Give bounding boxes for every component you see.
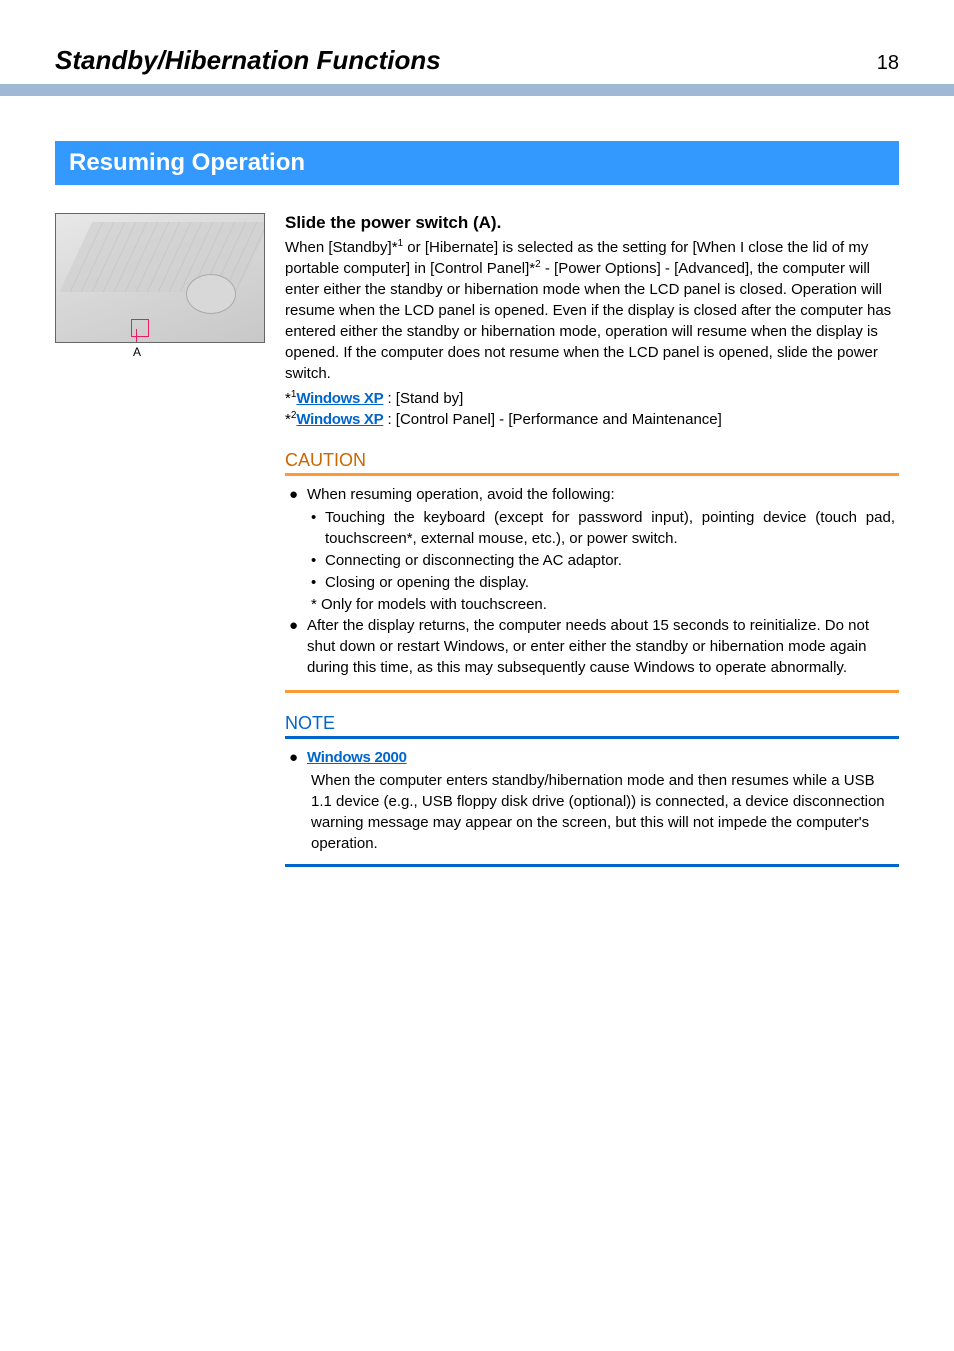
caution-sub3-text: Closing or opening the display. — [325, 572, 895, 593]
caution-sub2-text: Connecting or disconnecting the AC adapt… — [325, 550, 895, 571]
bullet-dot-icon: ● — [289, 747, 307, 768]
windows-2000-link[interactable]: Windows 2000 — [307, 749, 407, 766]
windows-xp-link-1[interactable]: Windows XP — [296, 390, 383, 407]
page-header: Standby/Hibernation Functions 18 — [0, 0, 954, 84]
laptop-keys-graphic — [60, 222, 265, 292]
caution-starnote: * Only for models with touchscreen. — [289, 594, 895, 615]
content-row: A Slide the power switch (A). When [Stan… — [0, 213, 954, 867]
bullet-dash-icon: • — [311, 550, 325, 571]
header-divider — [0, 84, 954, 96]
fn2-text: : [Control Panel] - [Performance and Mai… — [383, 411, 722, 428]
page-number: 18 — [877, 52, 899, 75]
bullet-dash-icon: • — [311, 572, 325, 593]
callout-line — [131, 319, 149, 337]
bullet-dot-icon: ● — [289, 484, 307, 505]
figure-column: A — [55, 213, 265, 867]
page: Standby/Hibernation Functions 18 Resumin… — [0, 0, 954, 867]
caution-bullet-2: ● After the display returns, the compute… — [289, 615, 895, 678]
para-part1: When [Standby]* — [285, 239, 398, 256]
caution-b2-text: After the display returns, the computer … — [307, 615, 895, 678]
caution-block: CAUTION ● When resuming operation, avoid… — [285, 450, 899, 693]
header-title: Standby/Hibernation Functions — [55, 45, 441, 76]
caution-sub-2: • Connecting or disconnecting the AC ada… — [289, 550, 895, 571]
footnote-1: *1Windows XP : [Stand by] — [285, 388, 899, 409]
laptop-touchpad-graphic — [186, 274, 236, 314]
caution-label: CAUTION — [285, 450, 899, 471]
caution-sub1-text: Touching the keyboard (except for passwo… — [325, 507, 895, 549]
sub-heading: Slide the power switch (A). — [285, 213, 899, 233]
section-title: Resuming Operation — [55, 141, 899, 185]
note-block: NOTE ● Windows 2000 When the computer en… — [285, 713, 899, 867]
note-label: NOTE — [285, 713, 899, 734]
figure-label-a: A — [133, 345, 343, 359]
fn1-text: : [Stand by] — [383, 390, 463, 407]
para-part3: - [Power Options] - [Advanced], the comp… — [285, 260, 891, 382]
caution-b1-text: When resuming operation, avoid the follo… — [307, 484, 895, 505]
callout-line-leader — [136, 329, 137, 343]
footnote-2: *2Windows XP : [Control Panel] - [Perfor… — [285, 409, 899, 430]
note-body: ● Windows 2000 When the computer enters … — [285, 736, 899, 867]
caution-sub-1: • Touching the keyboard (except for pass… — [289, 507, 895, 549]
main-paragraph: When [Standby]*1 or [Hibernate] is selec… — [285, 237, 899, 384]
note-tag-row: Windows 2000 — [307, 747, 895, 768]
windows-xp-link-2[interactable]: Windows XP — [296, 411, 383, 428]
text-column: Slide the power switch (A). When [Standb… — [285, 213, 899, 867]
caution-sub-3: • Closing or opening the display. — [289, 572, 895, 593]
note-bullet: ● Windows 2000 — [289, 747, 895, 768]
caution-bullet-1: ● When resuming operation, avoid the fol… — [289, 484, 895, 505]
note-text: When the computer enters standby/hiberna… — [289, 770, 895, 854]
laptop-illustration — [55, 213, 265, 343]
caution-body: ● When resuming operation, avoid the fol… — [285, 473, 899, 693]
bullet-dash-icon: • — [311, 507, 325, 549]
bullet-dot-icon: ● — [289, 615, 307, 678]
